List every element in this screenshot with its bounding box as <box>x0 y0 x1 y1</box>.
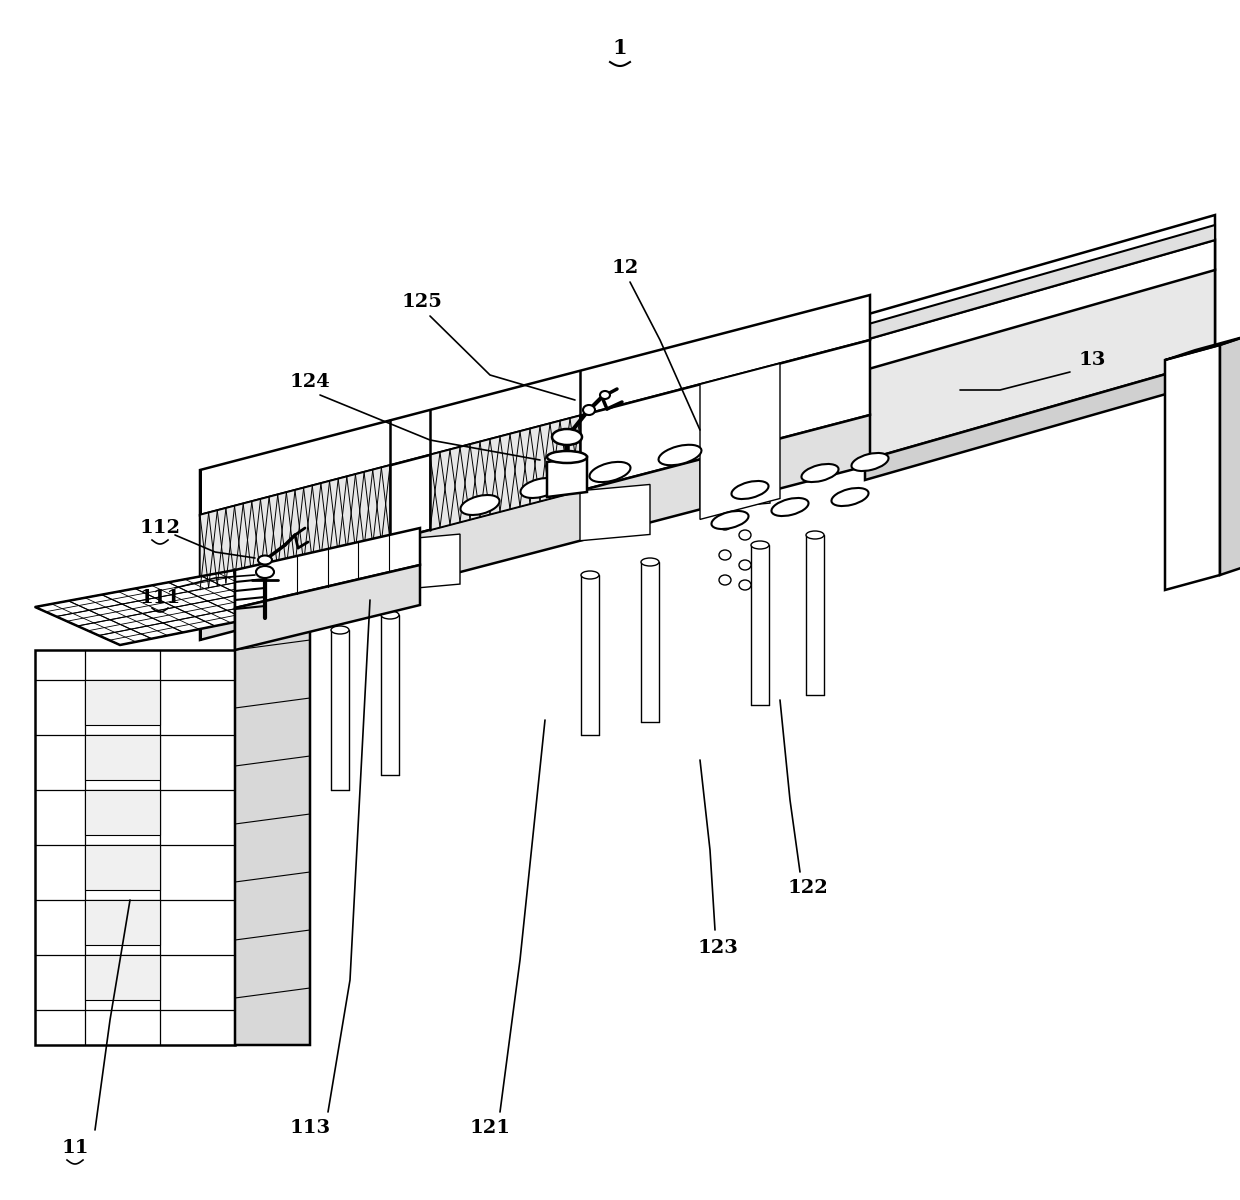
Polygon shape <box>430 415 580 530</box>
Polygon shape <box>236 528 420 608</box>
Polygon shape <box>236 565 420 650</box>
Ellipse shape <box>547 451 587 463</box>
Text: 123: 123 <box>698 938 739 958</box>
Polygon shape <box>1166 346 1220 590</box>
Ellipse shape <box>806 530 825 539</box>
Ellipse shape <box>739 560 751 570</box>
Polygon shape <box>1220 335 1240 575</box>
Text: 11: 11 <box>61 1139 89 1157</box>
Ellipse shape <box>583 404 595 415</box>
Ellipse shape <box>739 530 751 540</box>
Polygon shape <box>701 364 780 520</box>
Ellipse shape <box>751 541 769 550</box>
Ellipse shape <box>600 391 610 398</box>
Polygon shape <box>866 240 1215 460</box>
Polygon shape <box>866 360 1215 480</box>
Polygon shape <box>86 734 160 780</box>
Ellipse shape <box>521 478 559 498</box>
Ellipse shape <box>331 626 348 634</box>
Ellipse shape <box>381 611 399 619</box>
Ellipse shape <box>460 496 500 515</box>
Ellipse shape <box>832 488 868 506</box>
Polygon shape <box>86 955 160 1000</box>
Ellipse shape <box>589 462 630 482</box>
Text: 1: 1 <box>613 38 627 58</box>
Polygon shape <box>866 226 1215 340</box>
Polygon shape <box>200 415 870 640</box>
Polygon shape <box>200 466 391 590</box>
Polygon shape <box>200 340 870 590</box>
Ellipse shape <box>719 550 732 560</box>
Polygon shape <box>35 650 236 1045</box>
Polygon shape <box>35 570 310 646</box>
Ellipse shape <box>801 464 838 482</box>
Text: 113: 113 <box>289 1118 331 1138</box>
Ellipse shape <box>739 580 751 590</box>
Ellipse shape <box>658 445 702 466</box>
Polygon shape <box>866 270 1215 460</box>
Text: 121: 121 <box>470 1118 511 1138</box>
Text: 112: 112 <box>139 518 181 538</box>
Polygon shape <box>391 534 460 590</box>
Text: 124: 124 <box>290 373 330 391</box>
Polygon shape <box>580 485 650 541</box>
Text: 13: 13 <box>1079 350 1106 370</box>
Polygon shape <box>547 457 587 497</box>
Ellipse shape <box>255 566 274 578</box>
Ellipse shape <box>582 571 599 578</box>
Text: 111: 111 <box>139 589 181 607</box>
Polygon shape <box>86 790 160 835</box>
Ellipse shape <box>719 520 732 530</box>
Text: 122: 122 <box>787 878 828 898</box>
Text: 125: 125 <box>402 293 443 311</box>
Polygon shape <box>86 845 160 890</box>
Polygon shape <box>236 570 310 1045</box>
Ellipse shape <box>552 428 582 445</box>
Polygon shape <box>86 680 160 725</box>
Ellipse shape <box>258 556 272 564</box>
Ellipse shape <box>852 452 889 472</box>
Polygon shape <box>866 215 1215 370</box>
Ellipse shape <box>771 498 808 516</box>
Text: 12: 12 <box>611 259 639 277</box>
Ellipse shape <box>641 558 658 566</box>
Polygon shape <box>1166 335 1240 360</box>
Ellipse shape <box>712 511 749 529</box>
Polygon shape <box>701 454 770 510</box>
Ellipse shape <box>732 481 769 499</box>
Polygon shape <box>86 900 160 946</box>
Ellipse shape <box>719 575 732 584</box>
Polygon shape <box>200 295 870 515</box>
